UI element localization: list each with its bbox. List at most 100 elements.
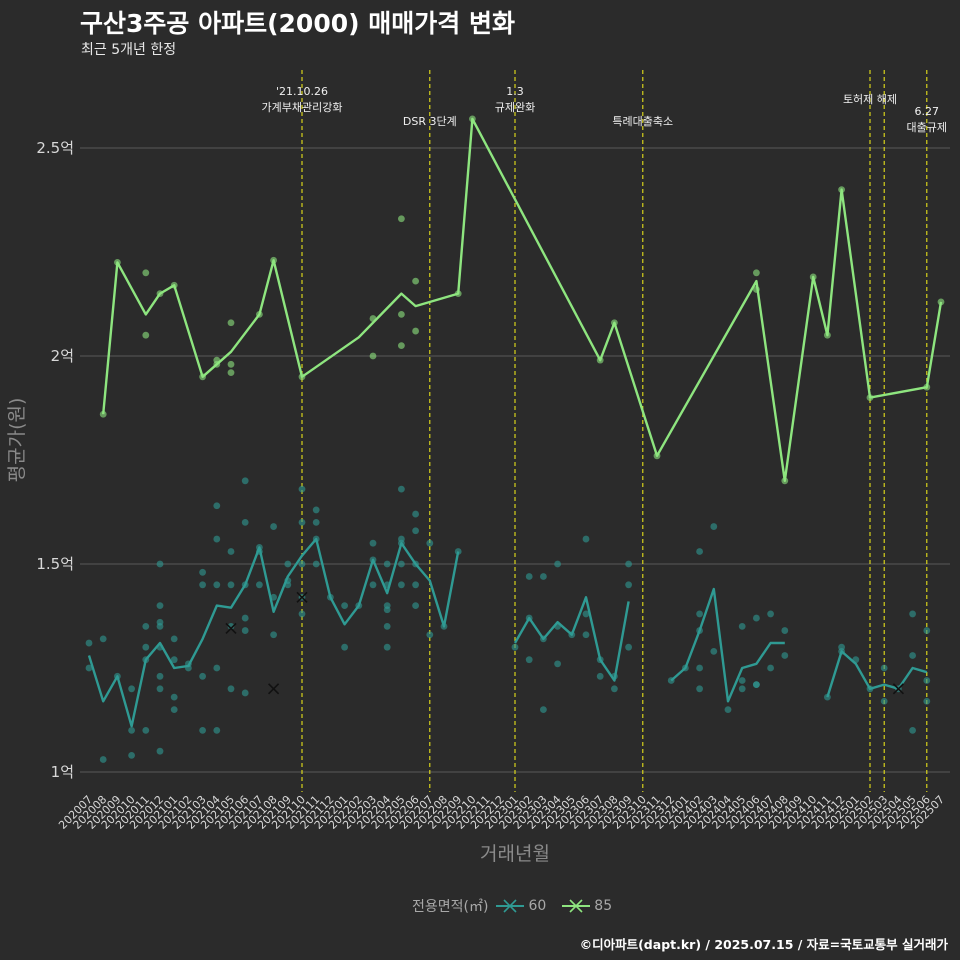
data-point-s60 (582, 610, 590, 618)
line-layer (87, 117, 943, 728)
data-point-s60 (213, 502, 221, 510)
data-point-s60 (241, 627, 249, 634)
data-point-s60 (170, 656, 178, 664)
event-label: 1.3 (506, 85, 524, 98)
data-point-s60 (696, 548, 703, 555)
data-point-s85 (398, 311, 405, 318)
data-point-s60 (241, 614, 249, 622)
y-tick-label: 1억 (51, 763, 74, 781)
data-point-s60 (298, 560, 306, 568)
data-point-s85 (412, 327, 419, 335)
data-point-s60 (738, 623, 746, 630)
data-point-s60 (909, 652, 916, 659)
data-point-s60 (128, 727, 136, 734)
data-point-s60 (582, 535, 590, 543)
data-point-s60 (312, 519, 320, 526)
data-point-s85 (142, 331, 150, 339)
data-point-s60 (426, 631, 434, 639)
data-point-s60 (213, 727, 221, 734)
data-point-s60 (241, 689, 249, 697)
data-point-s60 (767, 664, 774, 672)
data-point-s60 (298, 485, 306, 493)
data-point-s60 (426, 539, 434, 547)
data-point-s60 (398, 581, 405, 589)
data-point-s60 (511, 643, 519, 651)
data-point-s60 (227, 548, 235, 555)
data-point-s60 (170, 706, 178, 713)
data-point-s60 (227, 623, 235, 630)
data-point-s85 (99, 410, 107, 418)
data-point-s60 (412, 510, 419, 518)
data-point-s60 (142, 727, 150, 734)
data-point-s60 (213, 535, 221, 543)
data-point-s60 (781, 627, 789, 634)
data-point-s60 (156, 685, 164, 693)
event-label: 토허제 해제 (843, 92, 897, 106)
data-point-s60 (341, 602, 348, 609)
cross-mark-s60 (296, 591, 308, 603)
data-point-s60 (880, 664, 888, 672)
points-layer (85, 115, 945, 763)
data-point-s60 (199, 727, 207, 734)
data-point-s60 (525, 573, 533, 580)
data-point-s60 (596, 672, 604, 680)
data-point-s60 (696, 610, 703, 618)
data-point-s60 (312, 560, 320, 568)
data-point-s60 (582, 631, 590, 639)
data-point-s60 (383, 643, 391, 651)
data-point-s60 (241, 477, 249, 485)
cross-mark-s60 (225, 622, 237, 635)
cross-mark-s60 (268, 683, 280, 695)
event-label: '21.10.26 (276, 85, 328, 98)
data-point-s60 (412, 527, 419, 535)
cross-mark-s60 (892, 683, 904, 695)
data-point-s60 (738, 677, 746, 684)
data-point-s60 (383, 606, 391, 614)
data-point-s85 (227, 360, 235, 368)
data-point-s85 (412, 277, 419, 285)
legend: 전용면적(㎡) 60 85 (412, 896, 620, 916)
axis-layer: 1억1.5억2억2.5억2020072020082020092020102020… (6, 139, 947, 865)
event-label: DSR 3단계 (403, 115, 457, 128)
series-line-s60 (826, 650, 928, 698)
data-point-s60 (710, 523, 718, 530)
chart-title: 구산3주공 아파트(2000) 매매가격 변화 (80, 9, 515, 38)
data-point-s85 (398, 215, 405, 223)
data-point-s60 (369, 539, 377, 547)
data-point-s60 (554, 660, 561, 668)
data-point-s60 (298, 519, 306, 526)
data-point-s60 (383, 560, 391, 568)
data-point-s60 (156, 602, 164, 609)
data-point-s85 (227, 319, 235, 327)
data-point-s60 (341, 643, 348, 651)
data-point-s60 (85, 639, 93, 647)
data-point-s60 (170, 635, 178, 643)
legend-item-60: 60 (494, 896, 554, 916)
data-point-s60 (909, 610, 916, 618)
data-point-s60 (170, 693, 178, 701)
data-point-s60 (909, 727, 916, 734)
data-point-s60 (412, 602, 419, 609)
data-point-s60 (241, 519, 249, 526)
x-axis-title: 거래년월 (480, 843, 550, 865)
data-point-s60 (284, 560, 292, 568)
data-point-s85 (142, 269, 150, 277)
data-point-s60 (611, 685, 618, 693)
y-axis-title: 평균가(원) (6, 398, 28, 483)
cross-stroke (225, 622, 237, 635)
data-point-s60 (142, 623, 150, 630)
data-point-s60 (128, 685, 136, 693)
data-point-s60 (99, 756, 107, 763)
data-point-s60 (625, 643, 632, 651)
event-layer (301, 70, 928, 792)
data-point-s60 (753, 681, 760, 689)
data-point-s60 (753, 614, 760, 622)
data-point-s85 (227, 369, 235, 377)
series-line-s60 (87, 537, 460, 728)
y-tick-label: 1.5억 (36, 555, 74, 573)
data-point-s60 (383, 623, 391, 630)
data-point-s60 (398, 560, 405, 568)
event-label: 대출규제 (907, 121, 947, 134)
event-label: 6.27 (915, 105, 940, 118)
data-point-s60 (412, 581, 419, 589)
